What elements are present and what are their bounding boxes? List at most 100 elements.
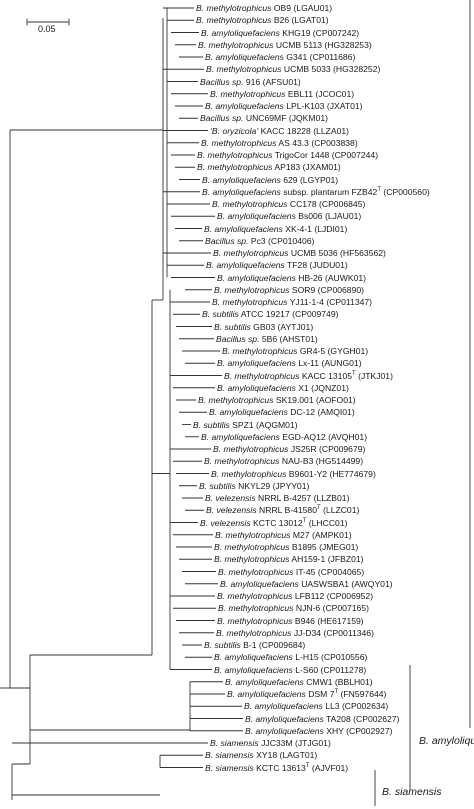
taxon-genus: B. amyloliquefaciens	[244, 701, 323, 712]
taxon-genus: B. siamensis	[205, 762, 254, 773]
taxon-label: B. methylotrophicus JS25R (CP009679)	[213, 444, 366, 454]
taxon-label: B. methylotrophicus KACC 13105T (JTKJ01)	[224, 370, 393, 381]
taxon-genus: B. amyloliquefaciens	[206, 260, 285, 271]
taxon-genus: B. amyloliquefaciens	[204, 223, 283, 234]
taxon-genus: B. siamensis	[205, 750, 254, 761]
taxon-genus: B. methylotrophicus	[213, 248, 289, 258]
taxon-genus: B. methylotrophicus	[213, 444, 289, 454]
clade-label-siamensis: B. siamensis	[382, 786, 442, 798]
taxon-genus: Bacillus sp.	[205, 235, 249, 246]
taxon-genus: B. amyloliquefaciens	[245, 713, 324, 724]
taxon-genus: B. amyloliquefaciens	[205, 52, 284, 62]
taxon-label: B. amyloliquefaciens L-S60 (CP011278)	[214, 664, 367, 675]
taxon-genus: B. methylotrophicus	[201, 137, 277, 148]
type-strain-mark: T	[317, 505, 321, 512]
taxon-genus: B. methylotrophicus	[204, 456, 280, 467]
taxon-genus: B. methylotrophicus	[217, 615, 293, 626]
taxon-genus: B. methylotrophicus	[206, 64, 282, 75]
taxon-label: B. velezensis KCTC 13012T (LHCC01)	[200, 517, 348, 528]
taxon-label: B. amyloliquefaciens L-H15 (CP010556)	[214, 652, 368, 663]
taxon-genus: B. subtilis	[214, 321, 251, 332]
taxon-label: B. methylotrophicus B9601-Y2 (HE774679)	[211, 468, 376, 479]
scale-bar-line	[26, 18, 70, 26]
taxon-label: B. amyloliquefaciens XHY (CP002927)	[245, 725, 393, 736]
taxon-genus: B. subtilis	[193, 419, 230, 430]
taxon-genus: B. methylotrophicus	[218, 566, 294, 577]
taxon-label: B. methylotrophicus CC178 (CP006845)	[212, 199, 366, 209]
taxon-genus: B. amyloliquefaciens	[201, 27, 280, 38]
taxon-genus: B. velezensis	[206, 505, 257, 516]
taxon-label: Bacillus sp. Pc3 (CP010406)	[205, 235, 315, 246]
taxon-label: B. velezensis NRRL B-41580T (LLZC01)	[206, 505, 360, 516]
taxon-label: B. methylotrophicus TrigoCor 1448 (CP007…	[197, 150, 379, 160]
taxon-genus: B. velezensis	[205, 493, 256, 503]
taxon-genus: B. methylotrophicus	[217, 591, 293, 601]
taxon-genus: B. methylotrophicus	[197, 162, 273, 173]
taxon-genus: B. amyloliquefaciens	[202, 186, 281, 197]
taxon-label: B. methylotrophicus B26 (LGAT01)	[196, 15, 329, 26]
taxon-genus: B. amyloliquefaciens	[209, 407, 288, 418]
taxon-label: B. siamensis KCTC 13613T (AJVF01)	[205, 762, 349, 773]
taxon-genus: B. amyloliquefaciens	[214, 652, 293, 663]
type-strain-mark: T	[352, 370, 356, 377]
taxon-genus: Bacillus sp.	[200, 113, 244, 124]
taxon-label: B. methylotrophicus UCMB 5113 (HG328253)	[198, 39, 372, 50]
taxon-label: B. amyloliquefaciens LL3 (CP002634)	[244, 701, 389, 712]
type-strain-mark: T	[377, 186, 381, 193]
taxon-label: B. methylotrophicus JJ-D34 (CP0011346)	[216, 627, 374, 638]
taxon-label: B. amyloliquefaciens EGD-AQ12 (AVQH01)	[201, 431, 368, 442]
taxon-genus: B. methylotrophicus	[198, 39, 274, 50]
taxon-genus: B. amyloliquefaciens	[245, 725, 324, 736]
type-strain-mark: T	[334, 689, 339, 696]
taxon-genus: B. subtilis	[202, 309, 239, 320]
taxon-genus: B. amyloliquefaciens	[214, 664, 293, 675]
taxon-genus: B. methylotrophicus	[197, 150, 273, 160]
taxon-label: B. amyloliquefaciens DSM 7T (FN597644)	[227, 689, 387, 699]
taxon-genus: B. amyloliquefaciens	[225, 676, 304, 687]
type-strain-mark: T	[302, 517, 307, 524]
taxon-label: B. amyloliquefaciens XK-4-1 (LJDI01)	[204, 223, 348, 234]
taxon-label: B. methylotrophicus SK19.001 (AOFO01)	[198, 395, 356, 405]
taxon-label: B. velezensis NRRL B-4257 (LLZB01)	[205, 493, 350, 503]
taxon-label: B. subtilis ATCC 19217 (CP009749)	[202, 309, 339, 320]
taxon-genus: B. subtilis	[204, 640, 241, 650]
taxon-label: B. subtilis SPZ1 (AQGM01)	[193, 419, 298, 430]
taxon-genus: B. methylotrophicus	[214, 284, 290, 295]
taxon-genus: Bacillus sp.	[200, 76, 244, 87]
taxon-label: B. methylotrophicus UCMB 5036 (HF563562)	[213, 248, 386, 258]
taxon-label: B. amyloliquefaciens X1 (JQNZ01)	[217, 382, 349, 393]
taxon-genus: B. methylotrophicus	[224, 370, 300, 381]
taxon-label: B. methylotrophicus OB9 (LGAU01)	[196, 3, 333, 13]
taxon-label: B. methylotrophicus AP183 (JXAM01)	[197, 162, 341, 173]
scale-bar-label: 0.05	[38, 24, 56, 34]
taxon-genus: B. methylotrophicus	[215, 529, 291, 540]
taxon-genus: B. amyloliquefaciens	[217, 382, 296, 393]
taxon-label: B. methylotrophicus AH159-1 (JFBZ01)	[214, 554, 364, 565]
taxon-label: B. amyloliquefaciens G341 (CP011686)	[205, 52, 356, 62]
taxon-genus: B. siamensis	[210, 738, 259, 748]
taxon-genus: B. amyloliquefaciens	[227, 689, 306, 699]
taxon-label: Bacillus sp. 916 (AFSU01)	[200, 76, 301, 87]
taxon-genus: B. methylotrophicus	[196, 15, 272, 26]
taxon-label: B. amyloliquefaciens HB-26 (AUWK01)	[217, 272, 367, 283]
taxon-label: B. subtilis NKYL29 (JPYY01)	[199, 480, 310, 491]
taxon-genus: B. velezensis	[200, 517, 251, 528]
taxon-label: B. methylotrophicus M27 (AMPK01)	[215, 529, 352, 540]
taxon-label: B. amyloliquefaciens subsp. plantarum FZ…	[202, 186, 430, 197]
taxon-genus: Bacillus sp.	[216, 333, 260, 344]
taxon-label: Bacillus sp. 5B6 (AHST01)	[216, 333, 318, 344]
taxon-label: B. methylotrophicus LFB112 (CP006952)	[217, 591, 374, 601]
taxon-label: B. methylotrophicus AS 43.3 (CP003838)	[201, 137, 358, 148]
taxon-genus: B. amyloliquefaciens	[220, 578, 299, 589]
taxon-genus: B. methylotrophicus	[211, 468, 287, 479]
taxon-label: B. methylotrophicus UCMB 5033 (HG328252)	[206, 64, 381, 75]
taxon-genus: B. methylotrophicus	[196, 3, 272, 13]
taxon-genus: B. methylotrophicus	[214, 554, 290, 565]
taxon-label: B. subtilis B-1 (CP009684)	[204, 640, 306, 650]
taxon-genus: B. methylotrophicus	[212, 199, 288, 209]
taxon-genus: B. amyloliquefaciens	[217, 272, 296, 283]
taxon-genus: B. methylotrophicus	[210, 88, 286, 99]
taxon-genus: B. amyloliquefaciens	[202, 174, 281, 185]
taxon-label: B. methylotrophicus IT-45 (CP004065)	[218, 566, 365, 577]
